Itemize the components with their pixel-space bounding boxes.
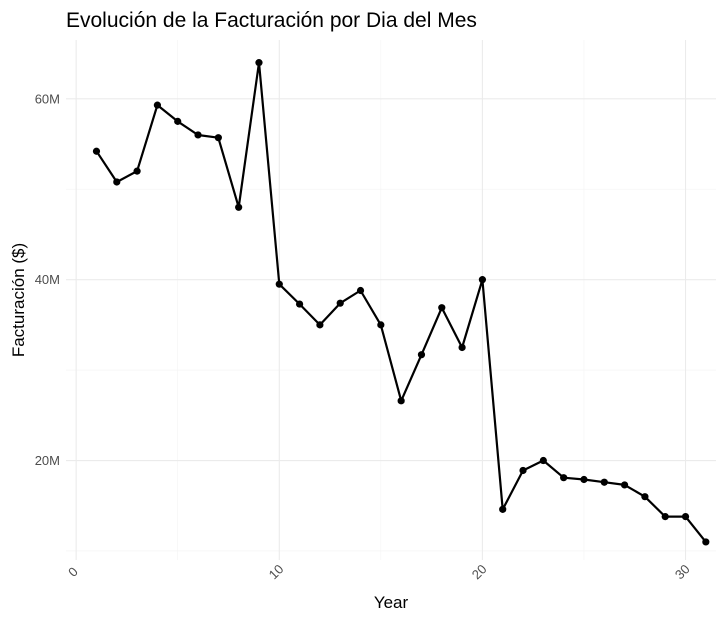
y-tick-label: 20M — [35, 453, 60, 468]
data-point — [92, 147, 101, 155]
data-point — [397, 397, 405, 405]
x-axis-tick-labels: 0 10 20 30 — [65, 561, 693, 582]
data-point — [133, 167, 141, 175]
data-point — [417, 351, 426, 359]
minor-gridlines — [66, 40, 716, 560]
data-point — [214, 134, 222, 142]
data-point — [661, 512, 669, 521]
y-tick-label: 40M — [35, 272, 60, 287]
series-facturacion — [92, 59, 710, 546]
chart-title: Evolución de la Facturación por Dia del … — [66, 9, 477, 32]
data-point — [560, 474, 568, 482]
data-point — [174, 117, 182, 125]
data-point — [499, 505, 507, 513]
y-tick-label: 60M — [35, 91, 60, 106]
data-point — [153, 101, 162, 109]
x-tick-label: 10 — [266, 561, 287, 582]
data-point — [458, 343, 466, 352]
data-point — [681, 512, 690, 521]
data-point — [702, 538, 710, 546]
y-axis-tick-labels: 20M 40M 60M — [35, 91, 60, 468]
y-axis-title: Facturación ($) — [9, 243, 28, 357]
data-point — [194, 131, 202, 139]
x-axis-title: Year — [374, 593, 409, 612]
data-point — [377, 321, 385, 329]
data-point — [255, 59, 263, 67]
data-point — [580, 475, 588, 484]
data-point — [519, 466, 527, 475]
data-point — [356, 286, 365, 295]
data-point — [438, 304, 446, 312]
data-point — [336, 299, 344, 307]
data-point — [235, 203, 243, 211]
data-point — [295, 300, 304, 308]
x-tick-label: 20 — [469, 561, 490, 582]
data-point — [641, 493, 649, 501]
data-point — [275, 280, 283, 288]
data-point — [113, 178, 121, 186]
x-tick-label: 30 — [672, 561, 693, 582]
series-line — [95, 61, 707, 543]
data-point — [620, 481, 629, 489]
data-point — [539, 456, 547, 465]
data-point — [316, 321, 324, 329]
x-tick-label: 0 — [65, 564, 81, 580]
data-point — [478, 276, 487, 284]
major-gridlines — [66, 40, 716, 560]
data-point — [600, 478, 608, 486]
